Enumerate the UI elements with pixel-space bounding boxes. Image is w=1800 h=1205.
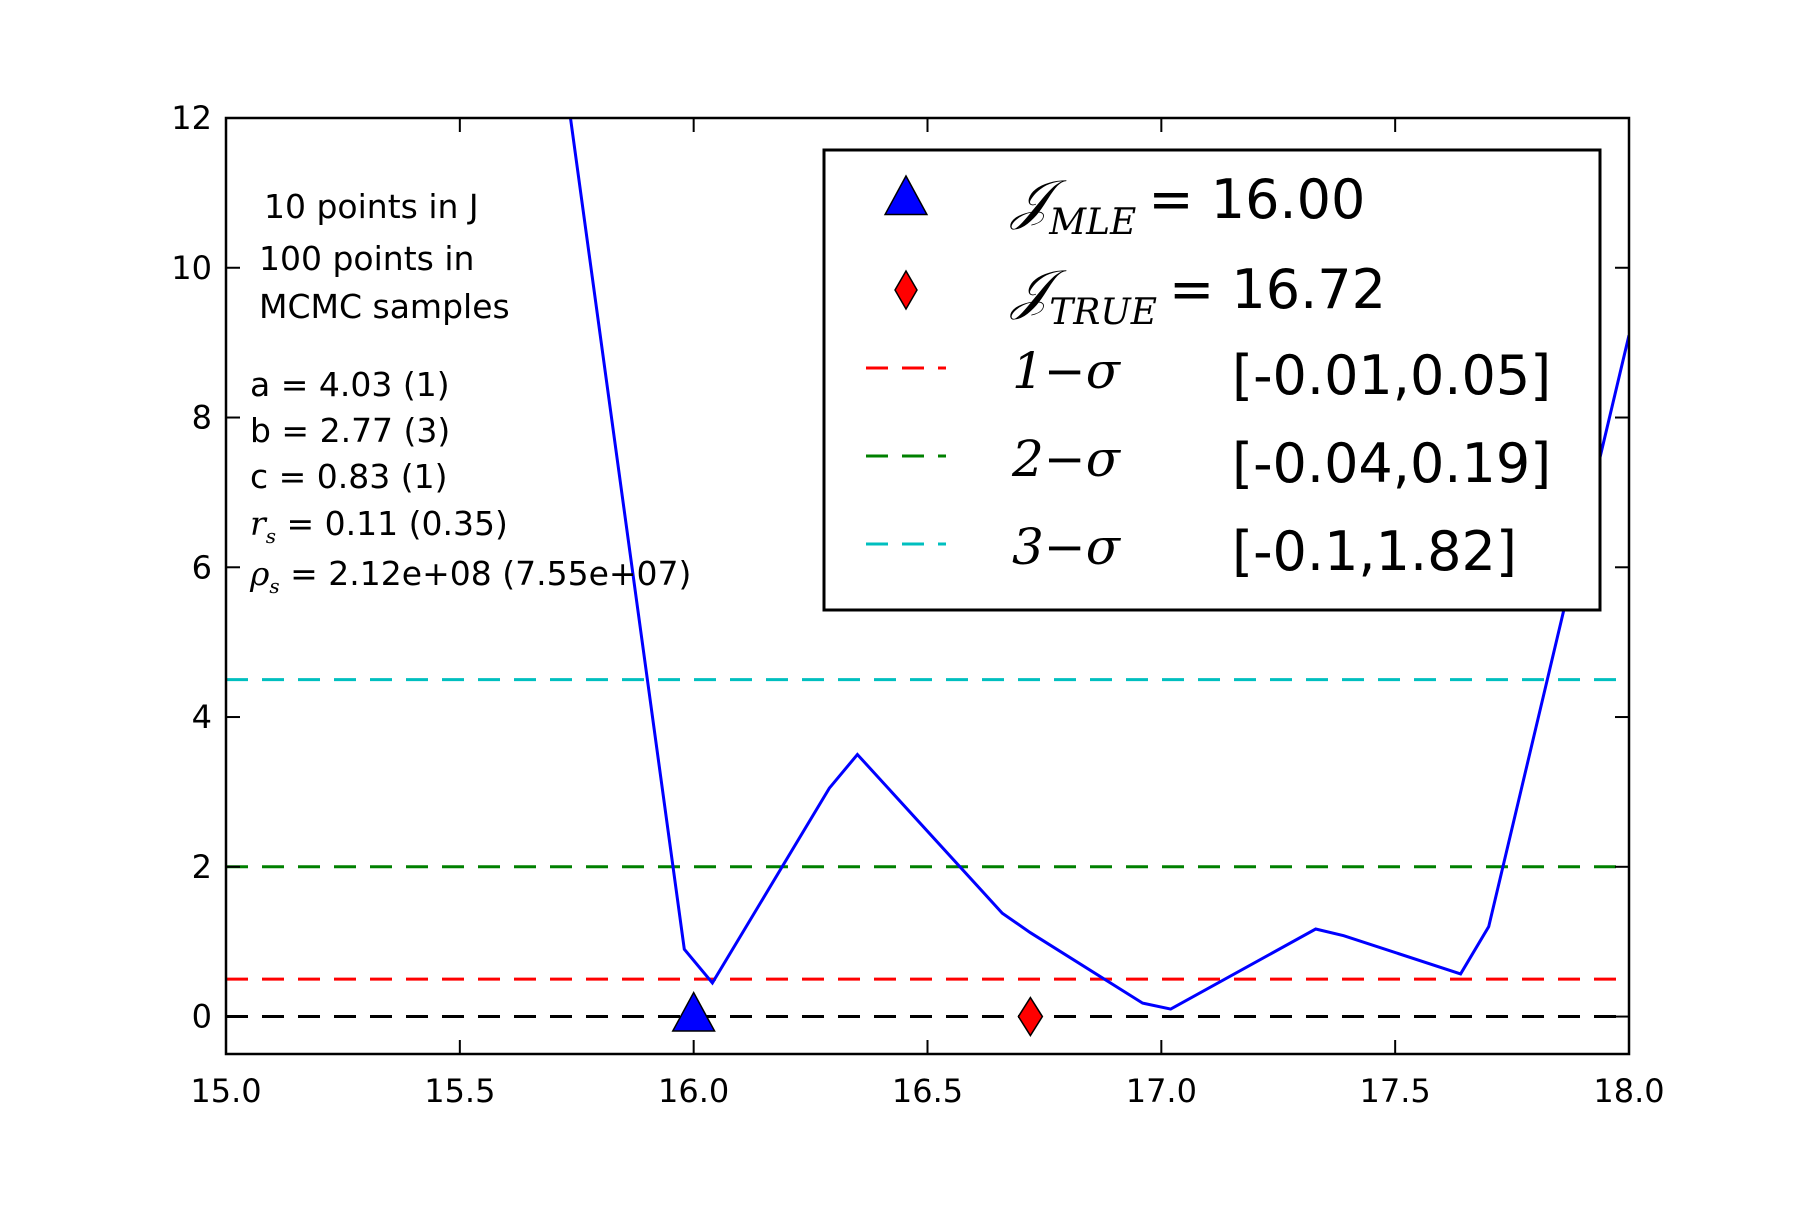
legend-interval: [-0.01,0.05] (1232, 344, 1551, 407)
param-subscript: s (269, 574, 279, 598)
legend-label: 𝒥MLE = 16.00 (1009, 168, 1365, 243)
x-tick-label: 18.0 (1593, 1072, 1664, 1110)
x-tick-label: 15.0 (190, 1072, 261, 1110)
y-tick-label: 4 (192, 698, 212, 736)
param-value: = 0.11 (0.35) (276, 504, 508, 543)
legend-label: 1−σ (1012, 342, 1122, 400)
legend-subscript: TRUE (1049, 292, 1157, 333)
annotation-layer: 10 points in J 100 points in MCMC samples a… (249, 187, 691, 598)
legend-value: = 16.72 (1169, 258, 1386, 321)
param-text: b = 2.77 (3) (250, 411, 450, 450)
y-tick-label: 6 (192, 548, 212, 586)
x-tick-label: 16.5 (892, 1072, 963, 1110)
legend-label: 2−σ (1011, 430, 1122, 488)
x-tick-label: 15.5 (424, 1072, 495, 1110)
x-tick-label: 16.0 (658, 1072, 729, 1110)
y-tick-label: 0 (192, 998, 212, 1036)
y-tick-label: 12 (171, 99, 212, 137)
series-layer (568, 118, 1629, 1011)
param-text: rs = 0.11 (0.35) (250, 504, 508, 548)
annotation-text: MCMC samples (259, 287, 510, 326)
series-line-0 (568, 118, 1629, 1011)
legend-interval: [-0.1,1.82] (1232, 520, 1517, 583)
legend-value: = 16.00 (1148, 168, 1365, 231)
param-subscript: s (266, 524, 276, 548)
param-text: a = 4.03 (1) (250, 365, 450, 404)
reference-lines (226, 678, 1629, 1019)
tick-layer: 15.0 15.5 16.0 16.5 17.0 17.5 18.0 0 2 4 6 8 10 12 (171, 99, 1664, 1110)
annotation-text: 10 points in J (264, 187, 479, 226)
legend-subscript: MLE (1048, 202, 1136, 243)
param-symbol: r (250, 504, 268, 543)
legend-triangle-icon (883, 174, 929, 216)
param-text: c = 0.83 (1) (250, 457, 447, 496)
y-tick-label: 2 (192, 848, 212, 886)
param-value: = 2.12e+08 (7.55e+07) (280, 554, 692, 593)
param-symbol: ρ (249, 554, 270, 593)
legend-label: 3−σ (1012, 518, 1122, 576)
annotation-text: 100 points in (259, 239, 474, 278)
y-tick-label: 8 (192, 399, 212, 437)
param-text: ρs = 2.12e+08 (7.55e+07) (249, 554, 691, 598)
y-tick-label: 10 (171, 249, 212, 287)
legend-box (822, 148, 1602, 612)
x-tick-label: 17.5 (1360, 1072, 1431, 1110)
x-tick-label: 17.0 (1126, 1072, 1197, 1110)
marker-layer (671, 990, 1044, 1037)
marker-mle-triangle (671, 990, 716, 1032)
marker-true-diamond (1017, 996, 1044, 1037)
legend-interval: [-0.04,0.19] (1232, 432, 1551, 495)
legend-diamond-icon (894, 269, 918, 311)
